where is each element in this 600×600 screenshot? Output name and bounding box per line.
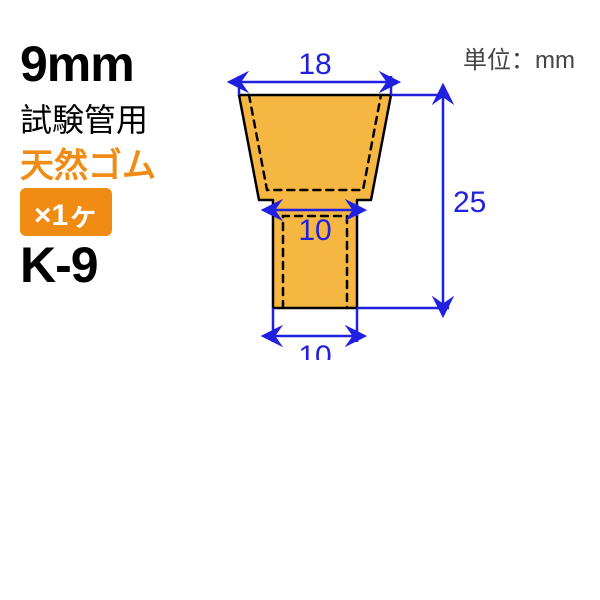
- model-label: K-9: [20, 236, 98, 294]
- svg-text:10: 10: [298, 214, 331, 247]
- svg-text:10: 10: [298, 340, 331, 360]
- usage-label: 試験管用: [20, 95, 148, 141]
- stopper-diagram: 18 10 10 25: [175, 40, 495, 360]
- svg-text:25: 25: [453, 186, 486, 219]
- svg-text:18: 18: [298, 48, 331, 81]
- qty-badge: ×1ヶ: [20, 188, 112, 236]
- size-label: 9mm: [20, 35, 134, 93]
- material-label: 天然ゴム: [20, 138, 156, 187]
